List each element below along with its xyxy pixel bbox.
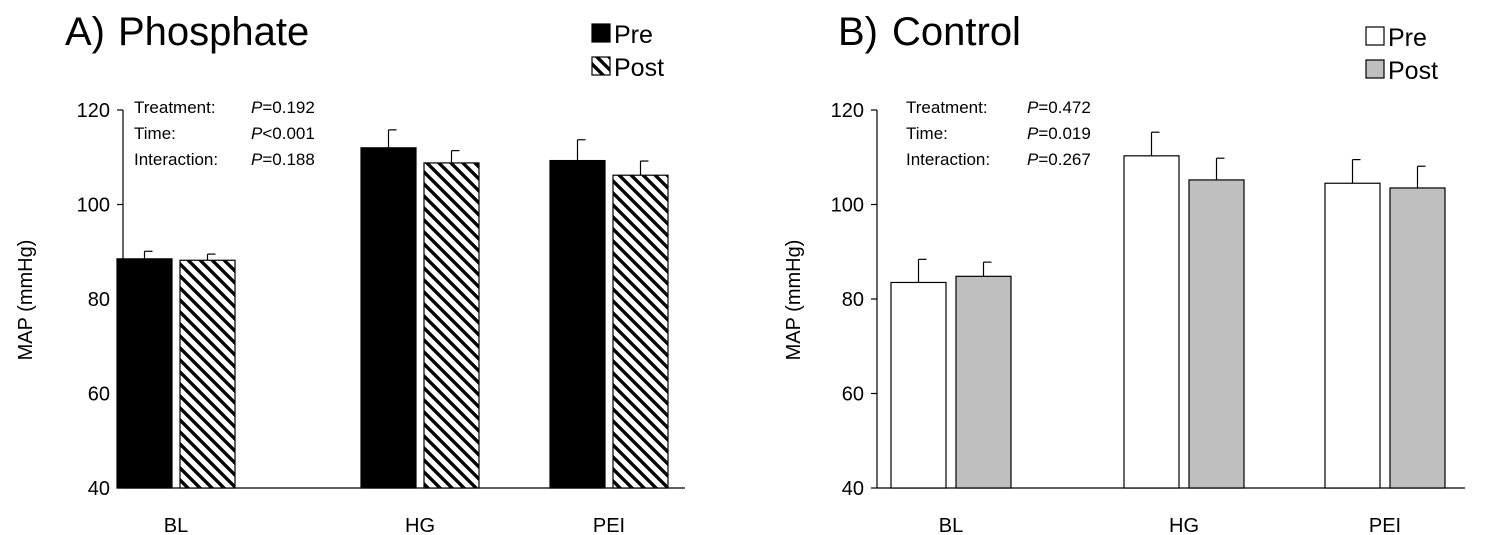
y-tick-label: 80 — [88, 289, 110, 311]
legend-label-post: Post — [1388, 57, 1438, 85]
p-symbol: P — [1027, 98, 1039, 117]
stat-value: P<0.001 — [251, 124, 315, 143]
y-tick-label: 100 — [77, 195, 110, 217]
y-tick-label: 40 — [88, 478, 110, 500]
p-number: =0.267 — [1038, 150, 1090, 169]
x-tick-label: PEI — [593, 515, 625, 535]
stat-label: Treatment: — [134, 98, 216, 117]
stat-label: Interaction: — [906, 150, 990, 169]
bar-pre-bl — [116, 258, 173, 489]
x-tick-label: BL — [164, 515, 188, 535]
plot-area: 40 60 80 100 120 BL HG PEI — [77, 100, 685, 535]
legend-label-pre: Pre — [614, 21, 653, 49]
stat-label: Time: — [906, 124, 948, 143]
y-axis-label: MAP (mmHg) — [15, 240, 37, 361]
bar-post-bl — [955, 275, 1012, 489]
legend-swatch-pre — [1365, 26, 1385, 46]
p-symbol: P — [1027, 124, 1039, 143]
bar-pre-hg — [1123, 155, 1180, 489]
legend-swatch-post — [1365, 59, 1385, 79]
bar-pre-bl — [890, 281, 947, 489]
legend: Pre Post — [591, 21, 664, 82]
legend-label-post: Post — [614, 54, 664, 82]
stat-label: Interaction: — [134, 150, 218, 169]
bar-post-pei — [612, 174, 669, 489]
stat-label: Treatment: — [906, 98, 988, 117]
bar-post-bl — [179, 259, 236, 489]
bar-post-hg — [1188, 179, 1245, 489]
chart-title: Phosphate — [118, 10, 309, 54]
stat-value: P=0.192 — [251, 98, 315, 117]
p-symbol: P — [251, 98, 263, 117]
y-axis-label: MAP (mmHg) — [783, 240, 805, 361]
x-tick-label: HG — [405, 515, 435, 535]
x-tick-label: PEI — [1369, 515, 1401, 535]
stat-label: Time: — [134, 124, 176, 143]
stat-value: P=0.267 — [1027, 150, 1091, 169]
p-number: =0.188 — [262, 150, 314, 169]
plot-area: 40 60 80 100 120 BL HG PEI — [831, 100, 1465, 535]
y-tick-label: 100 — [831, 195, 864, 217]
panel-letter: A) — [65, 10, 105, 54]
chart-control: B) Control MAP (mmHg) 40 60 80 100 120 BL HG PE… — [783, 10, 1465, 535]
bar-pre-pei — [549, 159, 606, 489]
p-number: =0.472 — [1038, 98, 1090, 117]
p-number: =0.019 — [1038, 124, 1090, 143]
legend-swatch-pre — [591, 23, 611, 43]
y-tick-label: 40 — [842, 478, 864, 500]
bar-pre-hg — [360, 147, 417, 489]
p-number: =0.192 — [262, 98, 314, 117]
p-symbol: P — [251, 124, 263, 143]
legend-label-pre: Pre — [1388, 24, 1427, 52]
stat-value: P=0.188 — [251, 150, 315, 169]
stat-value: P=0.472 — [1027, 98, 1091, 117]
bar-post-hg — [423, 162, 480, 489]
chart-title: Control — [892, 10, 1021, 54]
bar-post-pei — [1389, 187, 1446, 489]
chart-phosphate: A) Phosphate MAP (mmHg) 40 60 80 100 120 BL HG… — [15, 10, 685, 535]
panel-letter: B) — [838, 10, 878, 54]
stat-value: P=0.019 — [1027, 124, 1091, 143]
p-symbol: P — [1027, 150, 1039, 169]
bar-pre-pei — [1324, 182, 1381, 489]
x-tick-label: BL — [939, 515, 963, 535]
p-symbol: P — [251, 150, 263, 169]
p-number: <0.001 — [262, 124, 314, 143]
y-tick-label: 80 — [842, 289, 864, 311]
y-tick-label: 60 — [88, 384, 110, 406]
x-tick-label: HG — [1169, 515, 1199, 535]
y-tick-label: 120 — [831, 100, 864, 122]
y-tick-label: 60 — [842, 384, 864, 406]
y-tick-label: 120 — [77, 100, 110, 122]
legend-swatch-post — [591, 56, 611, 76]
legend: Pre Post — [1365, 24, 1438, 85]
